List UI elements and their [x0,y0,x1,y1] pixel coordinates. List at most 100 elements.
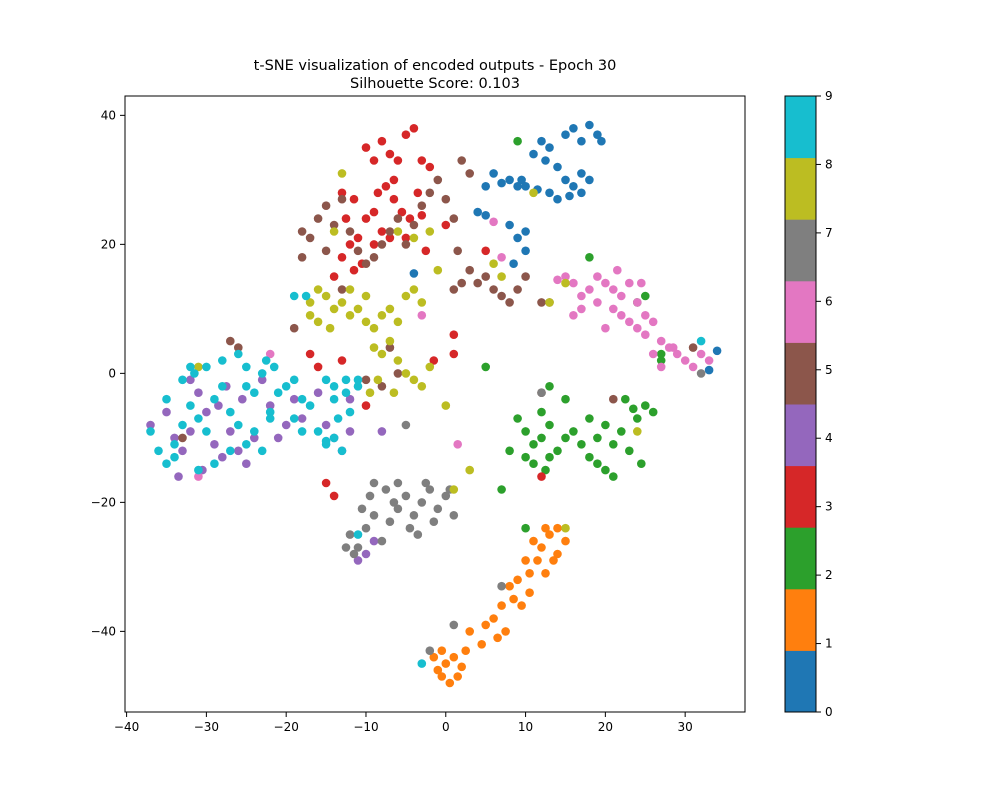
scatter-point-label-6 [569,311,578,320]
scatter-point-label-5 [361,375,371,385]
scatter-point-label-5 [453,246,463,256]
scatter-point-label-6 [453,440,463,449]
scatter-point-label-8 [345,311,355,320]
scatter-point-label-9 [265,407,275,417]
scatter-point-label-5 [465,169,475,178]
scatter-point-label-1 [457,662,467,672]
scatter-point-label-7 [441,491,451,501]
scatter-point-label-0 [521,227,530,236]
scatter-point-label-0 [585,120,594,130]
scatter-point-label-8 [433,265,443,275]
scatter-point-label-1 [525,569,534,578]
scatter-point-label-4 [297,414,307,423]
scatter-point-label-9 [210,394,219,404]
scatter-point-label-9 [321,375,331,385]
scatter-point-label-0 [569,124,578,133]
scatter-point-label-0 [481,182,491,191]
scatter-point-label-8 [305,298,315,307]
scatter-point-label-7 [369,478,379,488]
colorbar-segment-0 [785,650,816,713]
scatter-point-label-5 [289,323,299,333]
scatter-point-label-6 [633,323,642,333]
scatter-point-label-3 [361,143,371,152]
scatter-point-label-6 [569,278,578,288]
scatter-point-label-6 [609,304,618,314]
scatter-point-label-7 [341,543,351,552]
scatter-point-label-2 [656,349,666,359]
scatter-point-label-3 [401,233,411,243]
scatter-point-label-0 [513,233,522,243]
scatter-point-label-2 [593,433,602,443]
scatter-point-label-3 [313,362,323,372]
scatter-point-label-0 [704,365,714,375]
scatter-point-label-6 [561,272,570,281]
scatter-point-label-9 [289,375,299,385]
x-tick-label: 10 [518,720,533,734]
scatter-point-label-9 [162,459,171,469]
scatter-point-label-0 [561,130,570,139]
scatter-point-label-7 [537,388,546,398]
scatter-point-label-9 [333,414,343,423]
scatter-point-label-7 [401,420,411,430]
scatter-point-label-3 [421,246,431,256]
scatter-point-label-8 [321,291,331,301]
colorbar-tick-label: 3 [825,500,833,514]
scatter-point-label-3 [337,356,347,365]
scatter-point-label-7 [417,498,427,507]
scatter-point-label-5 [321,201,331,210]
scatter-point-label-5 [377,240,387,249]
y-tick-label: 40 [101,108,116,122]
scatter-point-label-5 [513,285,522,294]
scatter-point-label-1 [481,620,491,630]
scatter-point-label-2 [545,452,554,462]
scatter-point-label-7 [449,620,459,630]
scatter-point-label-9 [696,336,706,346]
scatter-point-label-9 [329,394,339,404]
scatter-point-label-2 [537,433,546,443]
scatter-point-label-1 [429,652,439,662]
scatter-point-label-0 [497,178,506,188]
scatter-point-label-4 [369,536,379,546]
scatter-point-label-2 [481,362,491,372]
scatter-point-label-1 [445,678,455,688]
scatter-point-label-6 [577,304,586,314]
scatter-point-label-8 [305,311,315,320]
scatter-point-label-9 [242,362,251,372]
scatter-point-label-5 [337,194,347,204]
scatter-point-label-6 [601,278,610,288]
scatter-point-label-1 [541,523,550,533]
scatter-point-label-2 [625,446,634,456]
colorbar-tick-label: 8 [825,157,833,171]
scatter-point-label-7 [389,498,399,507]
scatter-point-label-2 [609,440,618,449]
colorbar-ticks: 0 1 2 3 4 5 6 7 8 9 [816,89,833,719]
colorbar-tick-label: 0 [825,705,833,719]
scatter-point-label-5 [481,272,491,281]
scatter-point-label-1 [489,614,498,623]
scatter-point-label-7 [345,530,355,539]
scatter-point-label-2 [648,407,658,417]
x-tick-label: −40 [114,720,139,734]
scatter-point-label-3 [537,472,546,481]
scatter-point-label-9 [202,362,211,372]
scatter-point-label-8 [361,317,371,327]
scatter-point-label-6 [497,252,506,262]
scatter-point-label-2 [585,452,594,462]
scatter-point-label-0 [553,162,562,172]
scatter-point-label-5 [521,272,530,281]
scatter-point-label-8 [194,362,203,372]
scatter-point-label-3 [381,182,391,191]
scatter-point-label-9 [250,388,259,398]
scatter-point-label-0 [545,143,554,152]
scatter-point-label-8 [313,285,323,294]
scatter-point-label-5 [688,343,698,352]
colorbar-tick-label: 2 [825,568,833,582]
colorbar: 0 1 2 3 4 5 6 7 8 9 [784,89,833,719]
scatter-point-label-4 [146,420,155,430]
scatter-point-label-3 [373,188,383,198]
colorbar-tick-label: 6 [825,294,833,308]
scatter-point-label-3 [417,211,427,220]
scatter-point-label-7 [425,646,435,655]
scatter-point-label-9 [186,362,195,372]
scatter-point-label-3 [417,156,427,165]
